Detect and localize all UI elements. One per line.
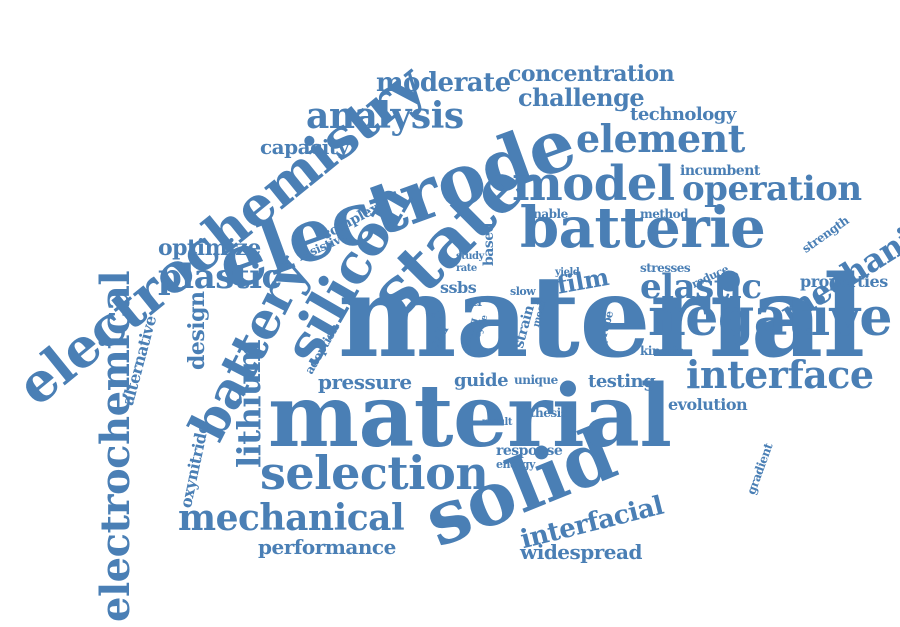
word-performance: performance <box>258 535 396 559</box>
word-mechanical: mechanical <box>178 497 405 539</box>
word-model: model <box>512 156 675 212</box>
word-ssbs: ssbs <box>440 278 477 297</box>
word-elastic: elastic <box>640 267 762 307</box>
word-yield: yield <box>555 267 580 278</box>
word-response: response <box>496 443 563 459</box>
word-negative: negative <box>648 287 893 348</box>
word-gradient: gradient <box>744 441 776 497</box>
word-kinetic: kinetic <box>640 344 684 358</box>
word-pressure: pressure <box>318 370 412 394</box>
word-thesis: thesis <box>530 406 567 420</box>
word-evolution: evolution <box>668 395 748 414</box>
word-properties: properties <box>800 272 888 291</box>
word-study: study <box>456 251 484 262</box>
word-optimize: optimize <box>158 235 261 261</box>
word-str: str <box>466 295 484 309</box>
word-slow: slow <box>510 285 536 298</box>
word-solid: material <box>338 252 865 383</box>
word-technology: technology <box>630 104 736 125</box>
word-rate: rate <box>456 263 477 274</box>
word-interface: interface <box>686 352 874 397</box>
word-material: material <box>268 366 672 467</box>
word-enable: enable <box>526 207 568 221</box>
word-energy: energy <box>496 458 535 471</box>
word-challenge: challenge <box>518 83 645 112</box>
word-guide: guide <box>454 370 509 391</box>
word-design: design <box>184 291 210 370</box>
word-stresses: stresses <box>640 261 691 275</box>
word-based: based <box>481 223 497 266</box>
word-element: element <box>576 116 745 161</box>
word-incumbent: incumbent <box>680 163 760 179</box>
word-widespread: widespread <box>520 540 642 564</box>
word-concentration: concentration <box>508 61 675 87</box>
word-method: method <box>640 207 689 221</box>
word-strength: strength <box>799 213 852 256</box>
word-void: void <box>426 311 445 321</box>
word-testing: testing <box>588 371 656 392</box>
word-batterie: batterie <box>520 195 766 261</box>
word-plastic: plastic <box>158 257 282 297</box>
word-moderate: moderate <box>376 68 511 98</box>
word-operation: operation <box>682 169 862 209</box>
word-capacity: capacity <box>260 135 349 159</box>
word-result: result <box>482 417 512 428</box>
word-electrochemical: electrochemical <box>92 270 139 622</box>
word-analysis: analysis <box>306 95 464 137</box>
word-unique: unique <box>514 373 558 387</box>
word-selection: selection <box>260 446 489 500</box>
